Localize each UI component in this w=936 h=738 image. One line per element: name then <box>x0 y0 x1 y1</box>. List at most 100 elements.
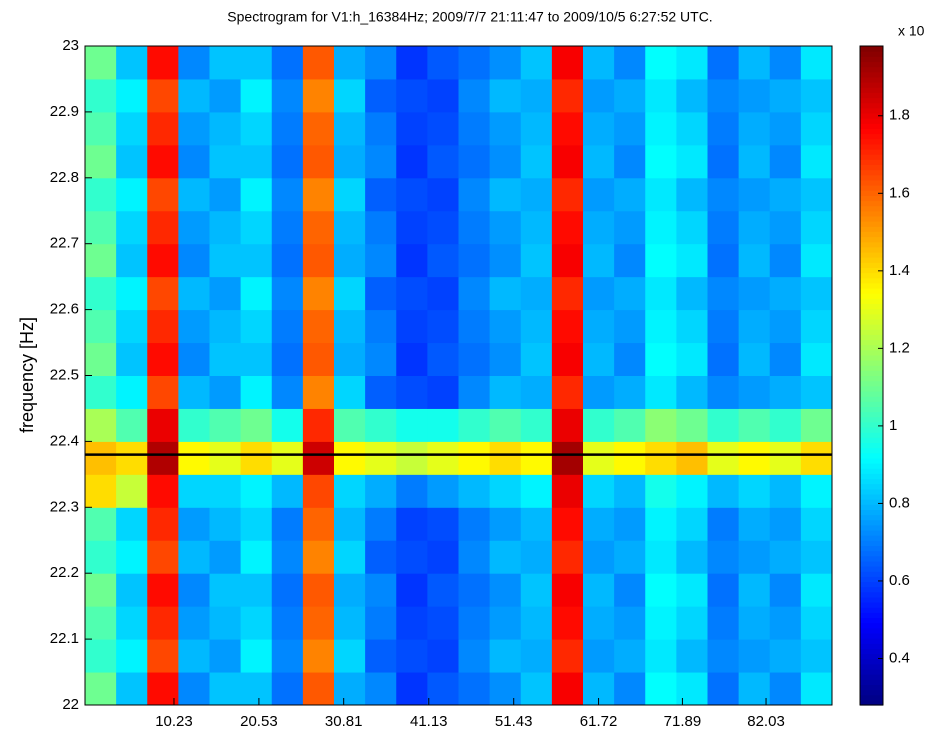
heatmap-cell <box>676 606 708 640</box>
heatmap-cell <box>427 672 459 706</box>
colorbar-swatch <box>860 535 883 541</box>
heatmap-cell <box>271 441 304 475</box>
heatmap-cell <box>489 540 522 574</box>
heatmap-cell <box>178 441 210 475</box>
heatmap-cell <box>738 210 771 245</box>
heatmap-cell <box>302 46 335 80</box>
heatmap-cell <box>85 540 117 574</box>
heatmap-cell <box>271 243 304 278</box>
heatmap-cell <box>458 573 491 607</box>
y-tick-label: 22 <box>62 696 79 713</box>
heatmap-cell <box>240 78 273 113</box>
heatmap-cell <box>396 540 428 574</box>
heatmap-cell <box>458 144 491 179</box>
heatmap-cell <box>800 441 833 475</box>
heatmap-cell <box>583 408 615 442</box>
y-tick-label: 23 <box>62 37 79 54</box>
heatmap-cell <box>738 672 771 706</box>
heatmap-cell <box>116 243 148 278</box>
heatmap-cell <box>800 672 833 706</box>
heatmap-cell <box>707 144 740 179</box>
heatmap-cell <box>209 408 242 442</box>
heatmap-cell <box>302 309 335 344</box>
heatmap-cell <box>209 144 242 179</box>
heatmap-cell <box>271 375 304 409</box>
heatmap-cell <box>614 408 646 442</box>
heatmap-cell <box>271 606 304 640</box>
heatmap-cell <box>800 342 833 376</box>
heatmap-cell <box>209 606 242 640</box>
y-tick-label: 22.4 <box>50 432 79 449</box>
heatmap-cell <box>240 375 273 409</box>
heatmap-cell <box>645 672 677 706</box>
heatmap-cell <box>334 441 366 475</box>
heatmap-cell <box>489 441 522 475</box>
colorbar-swatch <box>860 236 883 243</box>
heatmap-cell <box>240 441 273 475</box>
heatmap-cell <box>645 276 677 311</box>
heatmap-cell <box>427 46 459 80</box>
heatmap-cell <box>147 309 179 344</box>
colorbar-swatch <box>860 478 883 485</box>
heatmap-cell <box>427 441 459 475</box>
heatmap-cell <box>551 46 584 80</box>
heatmap-cell <box>489 606 522 640</box>
heatmap-cell <box>302 144 335 179</box>
heatmap-cell <box>645 309 677 344</box>
heatmap-cell <box>271 474 304 508</box>
heatmap-cell <box>116 78 148 113</box>
heatmap-cell <box>551 672 584 706</box>
heatmap-cell <box>334 606 366 640</box>
x-tick-label: 41.13 <box>410 713 448 730</box>
heatmap-cell <box>489 210 522 245</box>
heatmap-cell <box>178 78 210 113</box>
heatmap-cell <box>396 672 428 706</box>
heatmap-cell <box>271 342 304 376</box>
heatmap-cell <box>458 342 491 376</box>
heatmap-cell <box>489 639 522 673</box>
heatmap-cell <box>85 672 117 706</box>
heatmap-cell <box>707 276 740 311</box>
heatmap-cell <box>458 441 491 475</box>
colorbar-swatch <box>860 267 883 274</box>
heatmap-cell <box>365 441 397 475</box>
heatmap-cell <box>116 573 148 607</box>
colorbar-swatch <box>860 241 883 248</box>
colorbar-swatch <box>860 251 883 258</box>
heatmap-cell <box>458 540 491 574</box>
heatmap-cell <box>738 309 771 344</box>
heatmap-cell <box>271 111 304 146</box>
heatmap-cell <box>551 408 584 442</box>
colorbar-tick-label: 0.4 <box>889 649 910 666</box>
heatmap-cell <box>769 408 802 442</box>
x-tick-label: 61.72 <box>580 713 618 730</box>
heatmap-cell <box>645 573 677 607</box>
heatmap-cell <box>614 639 646 673</box>
heatmap-cell <box>85 573 117 607</box>
colorbar-swatch <box>860 138 883 145</box>
heatmap-cell <box>738 573 771 607</box>
heatmap-cell <box>209 573 242 607</box>
heatmap-cell <box>209 540 242 574</box>
heatmap-cell <box>396 78 428 113</box>
heatmap-cell <box>800 111 833 146</box>
colorbar-swatch <box>860 416 883 423</box>
heatmap-cell <box>147 375 179 409</box>
colorbar-swatch <box>860 684 883 691</box>
heatmap-cell <box>396 144 428 179</box>
heatmap-cell <box>769 276 802 311</box>
heatmap-cell <box>707 573 740 607</box>
y-tick-label: 22.5 <box>50 366 79 383</box>
colorbar-swatch <box>860 66 883 73</box>
colorbar-swatch <box>860 179 883 186</box>
heatmap-cell <box>583 144 615 179</box>
heatmap-cell <box>396 507 428 541</box>
heatmap-cell <box>85 111 117 146</box>
heatmap-cell <box>240 342 273 376</box>
heatmap-cell <box>116 474 148 508</box>
colorbar-swatch <box>860 488 883 495</box>
heatmap-cell <box>738 46 771 80</box>
heatmap-cell <box>645 144 677 179</box>
heatmap-cell <box>645 441 677 475</box>
